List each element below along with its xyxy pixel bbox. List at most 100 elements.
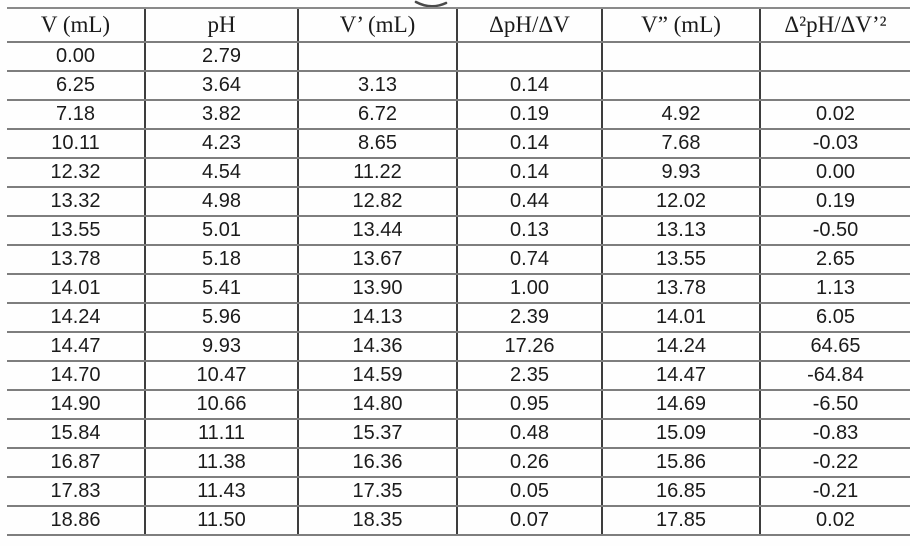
table-cell: -0.03 <box>759 128 910 159</box>
table-cell: 13.90 <box>297 273 457 304</box>
table-cell: 15.84 <box>7 418 145 449</box>
table-cell: 4.98 <box>144 186 298 217</box>
table-cell: 14.01 <box>7 273 145 304</box>
table-cell: 5.41 <box>144 273 298 304</box>
table-cell: 17.85 <box>601 505 760 536</box>
column-header-vprime: V’ (mL) <box>297 7 457 43</box>
table-cell: 13.55 <box>601 244 760 275</box>
table-cell <box>601 70 760 101</box>
table-cell: 10.66 <box>144 389 298 420</box>
table-row: 10.11 4.23 8.65 0.14 7.68 -0.03 <box>7 128 910 159</box>
table-cell: 6.25 <box>7 70 145 101</box>
table-cell: 15.86 <box>601 447 760 478</box>
table-header-row: V (mL) pH V’ (mL) ΔpH/ΔV V” (mL) Δ²pH/ΔV… <box>7 7 910 43</box>
table-cell: 14.24 <box>7 302 145 333</box>
table-cell: 3.82 <box>144 99 298 130</box>
table-row: 17.83 11.43 17.35 0.05 16.85 -0.21 <box>7 476 910 507</box>
table-cell: 6.72 <box>297 99 457 130</box>
table-cell: 18.86 <box>7 505 145 536</box>
table-row: 14.01 5.41 13.90 1.00 13.78 1.13 <box>7 273 910 304</box>
table-cell: 2.39 <box>456 302 602 333</box>
table-cell: 2.35 <box>456 360 602 391</box>
table-cell: 15.37 <box>297 418 457 449</box>
table-cell: 11.43 <box>144 476 298 507</box>
table-cell: 16.36 <box>297 447 457 478</box>
table-cell: 13.67 <box>297 244 457 275</box>
table-cell: 14.80 <box>297 389 457 420</box>
table-cell: -0.22 <box>759 447 910 478</box>
table-row: 13.55 5.01 13.44 0.13 13.13 -0.50 <box>7 215 910 246</box>
table-cell: 14.01 <box>601 302 760 333</box>
table-cell: 0.05 <box>456 476 602 507</box>
table-cell: -6.50 <box>759 389 910 420</box>
table-cell: 4.23 <box>144 128 298 159</box>
table-cell: 10.47 <box>144 360 298 391</box>
table-cell: 14.47 <box>7 331 145 362</box>
table-cell: -0.83 <box>759 418 910 449</box>
table-cell: 13.13 <box>601 215 760 246</box>
table-row: 13.32 4.98 12.82 0.44 12.02 0.19 <box>7 186 910 217</box>
table-cell: 14.90 <box>7 389 145 420</box>
table-cell: 0.02 <box>759 99 910 130</box>
table-cell <box>759 70 910 101</box>
table-row: 6.25 3.64 3.13 0.14 <box>7 70 910 101</box>
table-cell: 13.44 <box>297 215 457 246</box>
table-cell: 0.74 <box>456 244 602 275</box>
table-cell: 17.35 <box>297 476 457 507</box>
table-cell: 16.85 <box>601 476 760 507</box>
table-cell: 17.26 <box>456 331 602 362</box>
table-cell: 18.35 <box>297 505 457 536</box>
table-row: 12.32 4.54 11.22 0.14 9.93 0.00 <box>7 157 910 188</box>
table-cell: 3.13 <box>297 70 457 101</box>
table-cell: 9.93 <box>601 157 760 188</box>
table-cell: 10.11 <box>7 128 145 159</box>
table-cell <box>456 41 602 72</box>
table-cell: -0.50 <box>759 215 910 246</box>
table-cell: 1.13 <box>759 273 910 304</box>
table-cell: 64.65 <box>759 331 910 362</box>
table-cell: 4.92 <box>601 99 760 130</box>
table-cell: 11.50 <box>144 505 298 536</box>
table-row: 15.84 11.11 15.37 0.48 15.09 -0.83 <box>7 418 910 449</box>
table-cell <box>297 41 457 72</box>
table-row: 13.78 5.18 13.67 0.74 13.55 2.65 <box>7 244 910 275</box>
table-cell: 12.02 <box>601 186 760 217</box>
table-cell: 0.13 <box>456 215 602 246</box>
table-cell: 14.69 <box>601 389 760 420</box>
table-cell: 14.59 <box>297 360 457 391</box>
table-cell: 4.54 <box>144 157 298 188</box>
table-cell: 8.65 <box>297 128 457 159</box>
table-cell: 13.55 <box>7 215 145 246</box>
table-body: 0.00 2.79 6.25 3.64 3.13 0.14 7.18 3.82 6.72 0.19… <box>7 41 910 536</box>
table-cell: 0.14 <box>456 70 602 101</box>
column-header-ph: pH <box>144 7 298 43</box>
table-cell: 14.70 <box>7 360 145 391</box>
table-cell: 14.24 <box>601 331 760 362</box>
table-cell: 7.18 <box>7 99 145 130</box>
table-row: 14.90 10.66 14.80 0.95 14.69 -6.50 <box>7 389 910 420</box>
table-row: 18.86 11.50 18.35 0.07 17.85 0.02 <box>7 505 910 536</box>
table-cell: 14.13 <box>297 302 457 333</box>
table-cell: 0.48 <box>456 418 602 449</box>
table-cell: 5.18 <box>144 244 298 275</box>
table-cell: 14.47 <box>601 360 760 391</box>
table-cell: 14.36 <box>297 331 457 362</box>
table-cell: 0.19 <box>759 186 910 217</box>
table-cell: 5.01 <box>144 215 298 246</box>
table-cell: 0.14 <box>456 128 602 159</box>
table-cell: 0.26 <box>456 447 602 478</box>
table-cell: 0.95 <box>456 389 602 420</box>
table-row: 14.70 10.47 14.59 2.35 14.47 -64.84 <box>7 360 910 391</box>
table-cell: 9.93 <box>144 331 298 362</box>
table-cell: 0.19 <box>456 99 602 130</box>
table-cell: 12.32 <box>7 157 145 188</box>
table-row: 14.47 9.93 14.36 17.26 14.24 64.65 <box>7 331 910 362</box>
table-cell: 11.38 <box>144 447 298 478</box>
cropped-text-remnant-icon <box>414 0 448 8</box>
table-cell: 13.78 <box>601 273 760 304</box>
table-cell: 0.00 <box>759 157 910 188</box>
table-cell: 0.02 <box>759 505 910 536</box>
table-cell: 1.00 <box>456 273 602 304</box>
table-cell: 12.82 <box>297 186 457 217</box>
